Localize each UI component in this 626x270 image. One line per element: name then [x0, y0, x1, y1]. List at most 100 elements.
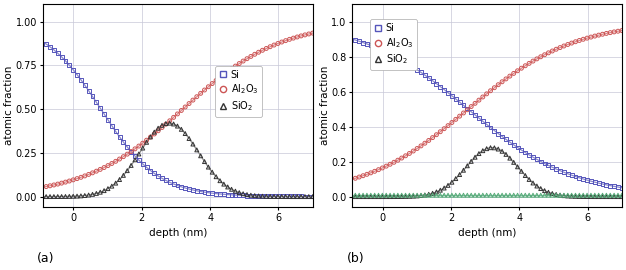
- Point: [617, 28, 626, 33]
- Point: [590, 193, 600, 197]
- Point: [192, 148, 202, 152]
- Point: [188, 98, 198, 102]
- Point: [474, 193, 484, 197]
- Point: [520, 193, 530, 197]
- Point: [369, 169, 379, 173]
- Point: [451, 97, 461, 101]
- Point: [605, 184, 615, 188]
- Point: [145, 135, 155, 139]
- Point: [289, 194, 299, 198]
- Point: [408, 193, 418, 197]
- Point: [381, 50, 391, 54]
- Point: [466, 110, 476, 114]
- Point: [420, 193, 430, 197]
- Point: [261, 194, 271, 198]
- Point: [586, 194, 596, 199]
- Point: [416, 193, 426, 198]
- Point: [250, 52, 260, 56]
- Point: [118, 173, 128, 177]
- Point: [165, 119, 175, 123]
- Point: [593, 181, 603, 185]
- Point: [397, 156, 407, 160]
- Point: [528, 155, 538, 159]
- Point: [524, 61, 534, 66]
- Point: [439, 127, 449, 131]
- Point: [443, 90, 453, 95]
- Point: [207, 81, 217, 86]
- Point: [574, 176, 584, 180]
- Point: [486, 89, 496, 93]
- Point: [497, 80, 507, 84]
- Point: [45, 194, 55, 199]
- Point: [211, 78, 221, 83]
- Point: [207, 191, 217, 195]
- Point: [551, 193, 561, 197]
- Point: [563, 42, 573, 47]
- Point: [428, 191, 438, 195]
- Point: [369, 193, 379, 197]
- Point: [593, 194, 603, 199]
- Point: [613, 29, 623, 33]
- Point: [420, 73, 430, 77]
- Point: [354, 193, 364, 197]
- Point: [56, 181, 66, 185]
- Point: [597, 194, 607, 199]
- Point: [408, 194, 418, 198]
- Point: [192, 94, 202, 99]
- Point: [292, 194, 302, 198]
- Point: [458, 103, 468, 107]
- Point: [478, 95, 488, 99]
- Point: [103, 118, 113, 122]
- Point: [277, 194, 287, 199]
- Point: [203, 165, 213, 169]
- Point: [177, 108, 187, 113]
- Point: [103, 163, 113, 168]
- Point: [493, 193, 503, 197]
- Point: [505, 140, 515, 144]
- Point: [362, 194, 372, 199]
- Point: [157, 176, 167, 181]
- Point: [401, 193, 411, 197]
- Point: [486, 125, 496, 130]
- Point: [416, 70, 426, 75]
- Point: [481, 122, 491, 127]
- Point: [609, 184, 619, 188]
- Point: [470, 101, 480, 106]
- Point: [404, 193, 414, 197]
- Point: [130, 154, 140, 158]
- Point: [91, 100, 101, 104]
- Point: [443, 123, 453, 128]
- Point: [516, 66, 526, 70]
- Point: [536, 55, 546, 59]
- Point: [168, 122, 178, 126]
- Point: [269, 194, 279, 198]
- Point: [424, 138, 434, 143]
- Point: [563, 194, 573, 198]
- Point: [590, 34, 600, 38]
- Point: [567, 173, 577, 177]
- Point: [76, 175, 86, 180]
- Point: [493, 147, 503, 151]
- Point: [41, 184, 51, 189]
- Point: [528, 181, 538, 185]
- Point: [230, 193, 240, 197]
- Point: [180, 131, 190, 136]
- Point: [559, 193, 569, 197]
- Point: [118, 154, 128, 159]
- Point: [99, 188, 109, 193]
- Point: [49, 194, 59, 199]
- Point: [513, 193, 523, 197]
- Point: [543, 163, 553, 168]
- Point: [138, 162, 148, 166]
- Point: [115, 135, 125, 139]
- Point: [593, 33, 603, 37]
- Point: [250, 194, 260, 198]
- Point: [149, 130, 159, 134]
- Point: [490, 86, 500, 90]
- Point: [161, 122, 171, 126]
- Point: [358, 174, 368, 178]
- Point: [227, 187, 237, 191]
- Point: [428, 193, 438, 197]
- Point: [393, 194, 403, 199]
- Point: [424, 193, 434, 197]
